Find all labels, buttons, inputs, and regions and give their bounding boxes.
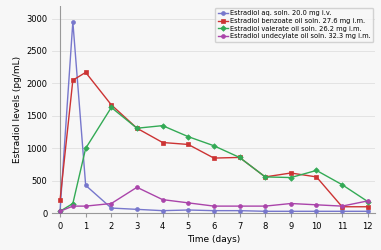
Estradiol benzoate oil soln. 27.6 mg i.m. xyxy=(160,141,165,144)
Estradiol benzoate oil soln. 27.6 mg i.m. xyxy=(186,143,190,146)
Estradiol valerate oil soln. 26.2 mg i.m. xyxy=(186,135,190,138)
Estradiol undecylate oil soln. 32.3 mg i.m. xyxy=(314,203,319,206)
Estradiol undecylate oil soln. 32.3 mg i.m. xyxy=(134,186,139,189)
Estradiol undecylate oil soln. 32.3 mg i.m. xyxy=(288,202,293,205)
Estradiol valerate oil soln. 26.2 mg i.m. xyxy=(70,202,75,205)
Line: Estradiol benzoate oil soln. 27.6 mg i.m.: Estradiol benzoate oil soln. 27.6 mg i.m… xyxy=(58,70,370,209)
Estradiol undecylate oil soln. 32.3 mg i.m. xyxy=(211,204,216,208)
Estradiol valerate oil soln. 26.2 mg i.m. xyxy=(365,200,370,203)
Estradiol benzoate oil soln. 27.6 mg i.m. xyxy=(365,205,370,208)
Estradiol undecylate oil soln. 32.3 mg i.m. xyxy=(109,202,114,205)
Estradiol benzoate oil soln. 27.6 mg i.m. xyxy=(211,156,216,160)
Estradiol benzoate oil soln. 27.6 mg i.m. xyxy=(237,156,242,159)
Estradiol aq. soln. 20.0 mg i.v. xyxy=(211,209,216,212)
Estradiol valerate oil soln. 26.2 mg i.m. xyxy=(58,210,62,213)
Estradiol aq. soln. 20.0 mg i.v. xyxy=(134,208,139,211)
Estradiol undecylate oil soln. 32.3 mg i.m. xyxy=(365,200,370,202)
Estradiol benzoate oil soln. 27.6 mg i.m. xyxy=(288,172,293,174)
Estradiol valerate oil soln. 26.2 mg i.m. xyxy=(83,147,88,150)
Estradiol aq. soln. 20.0 mg i.v. xyxy=(288,210,293,213)
Estradiol undecylate oil soln. 32.3 mg i.m. xyxy=(83,204,88,208)
Estradiol benzoate oil soln. 27.6 mg i.m. xyxy=(340,205,344,208)
Estradiol valerate oil soln. 26.2 mg i.m. xyxy=(134,127,139,130)
Estradiol aq. soln. 20.0 mg i.v. xyxy=(314,210,319,213)
Line: Estradiol valerate oil soln. 26.2 mg i.m.: Estradiol valerate oil soln. 26.2 mg i.m… xyxy=(58,106,370,213)
Estradiol aq. soln. 20.0 mg i.v. xyxy=(237,209,242,212)
Estradiol valerate oil soln. 26.2 mg i.m. xyxy=(263,176,267,178)
Estradiol valerate oil soln. 26.2 mg i.m. xyxy=(237,156,242,159)
Estradiol valerate oil soln. 26.2 mg i.m. xyxy=(340,183,344,186)
Estradiol benzoate oil soln. 27.6 mg i.m. xyxy=(70,79,75,82)
Estradiol valerate oil soln. 26.2 mg i.m. xyxy=(109,106,114,109)
Estradiol undecylate oil soln. 32.3 mg i.m. xyxy=(186,201,190,204)
Estradiol aq. soln. 20.0 mg i.v. xyxy=(186,208,190,212)
Estradiol valerate oil soln. 26.2 mg i.m. xyxy=(288,176,293,179)
Line: Estradiol undecylate oil soln. 32.3 mg i.m.: Estradiol undecylate oil soln. 32.3 mg i… xyxy=(58,185,370,213)
Estradiol undecylate oil soln. 32.3 mg i.m. xyxy=(160,198,165,201)
X-axis label: Time (days): Time (days) xyxy=(187,236,240,244)
Estradiol aq. soln. 20.0 mg i.v. xyxy=(160,209,165,212)
Estradiol benzoate oil soln. 27.6 mg i.m. xyxy=(58,199,62,202)
Estradiol aq. soln. 20.0 mg i.v. xyxy=(58,210,62,213)
Estradiol benzoate oil soln. 27.6 mg i.m. xyxy=(263,176,267,178)
Estradiol aq. soln. 20.0 mg i.v. xyxy=(83,184,88,187)
Estradiol valerate oil soln. 26.2 mg i.m. xyxy=(160,124,165,127)
Estradiol aq. soln. 20.0 mg i.v. xyxy=(340,210,344,213)
Line: Estradiol aq. soln. 20.0 mg i.v.: Estradiol aq. soln. 20.0 mg i.v. xyxy=(58,20,370,213)
Estradiol undecylate oil soln. 32.3 mg i.m. xyxy=(237,204,242,208)
Estradiol benzoate oil soln. 27.6 mg i.m. xyxy=(314,176,319,178)
Estradiol aq. soln. 20.0 mg i.v. xyxy=(70,20,75,23)
Estradiol aq. soln. 20.0 mg i.v. xyxy=(365,210,370,213)
Estradiol benzoate oil soln. 27.6 mg i.m. xyxy=(83,71,88,74)
Estradiol undecylate oil soln. 32.3 mg i.m. xyxy=(70,204,75,208)
Estradiol benzoate oil soln. 27.6 mg i.m. xyxy=(134,127,139,130)
Estradiol undecylate oil soln. 32.3 mg i.m. xyxy=(58,210,62,213)
Estradiol aq. soln. 20.0 mg i.v. xyxy=(109,206,114,210)
Estradiol undecylate oil soln. 32.3 mg i.m. xyxy=(340,204,344,208)
Estradiol aq. soln. 20.0 mg i.v. xyxy=(263,210,267,213)
Estradiol valerate oil soln. 26.2 mg i.m. xyxy=(211,144,216,147)
Legend: Estradiol aq. soln. 20.0 mg i.v., Estradiol benzoate oil soln. 27.6 mg i.m., Est: Estradiol aq. soln. 20.0 mg i.v., Estrad… xyxy=(215,8,373,42)
Y-axis label: Estradiol levels (pg/mL): Estradiol levels (pg/mL) xyxy=(13,56,22,163)
Estradiol undecylate oil soln. 32.3 mg i.m. xyxy=(263,204,267,208)
Estradiol benzoate oil soln. 27.6 mg i.m. xyxy=(109,103,114,106)
Estradiol valerate oil soln. 26.2 mg i.m. xyxy=(314,169,319,172)
